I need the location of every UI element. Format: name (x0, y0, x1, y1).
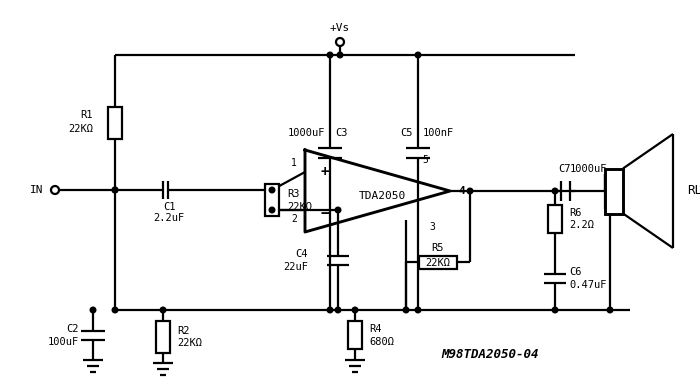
Text: 5: 5 (422, 155, 428, 165)
Text: C7: C7 (558, 164, 570, 174)
Text: IN: IN (29, 185, 43, 195)
Bar (265, 184, 279, 216)
Text: R1: R1 (80, 111, 93, 120)
Text: 2.2Ω: 2.2Ω (569, 221, 594, 231)
Circle shape (403, 307, 409, 313)
Text: 2: 2 (291, 214, 297, 224)
Text: 2.2uF: 2.2uF (153, 213, 185, 223)
Circle shape (415, 307, 421, 313)
Text: M98TDA2050-04: M98TDA2050-04 (441, 349, 539, 361)
Circle shape (552, 188, 558, 194)
Text: 1: 1 (291, 158, 297, 168)
Circle shape (415, 52, 421, 58)
Text: +: + (321, 165, 329, 179)
Text: C2: C2 (66, 324, 79, 334)
Text: 4: 4 (458, 186, 466, 196)
Text: 22KΩ: 22KΩ (426, 258, 451, 268)
Circle shape (90, 307, 96, 313)
Bar (348, 321, 362, 349)
Text: 22KΩ: 22KΩ (287, 202, 312, 212)
Circle shape (112, 187, 118, 193)
Bar (605, 168, 623, 214)
Circle shape (112, 187, 118, 193)
Text: 22KΩ: 22KΩ (68, 123, 93, 134)
Bar (419, 255, 457, 269)
Text: R6: R6 (569, 207, 582, 217)
Text: RL: RL (687, 185, 700, 197)
Text: 0.47uF: 0.47uF (569, 280, 606, 290)
Text: 680Ω: 680Ω (369, 337, 394, 347)
Text: C1: C1 (162, 202, 175, 212)
Bar (108, 106, 122, 139)
Text: R5: R5 (432, 243, 444, 253)
Text: 100uF: 100uF (48, 337, 79, 347)
Text: 1000uF: 1000uF (570, 164, 608, 174)
Text: C5: C5 (400, 127, 413, 137)
Text: 22KΩ: 22KΩ (177, 339, 202, 349)
Circle shape (335, 307, 341, 313)
Text: C3: C3 (335, 127, 347, 137)
Circle shape (160, 307, 166, 313)
Text: 100nF: 100nF (423, 127, 454, 137)
Circle shape (467, 188, 473, 194)
Circle shape (552, 307, 558, 313)
Circle shape (335, 207, 341, 213)
Text: −: − (321, 207, 330, 221)
Circle shape (112, 307, 118, 313)
Text: 3: 3 (429, 222, 435, 232)
Text: R3: R3 (287, 189, 300, 199)
Circle shape (352, 307, 358, 313)
Text: 22uF: 22uF (283, 262, 308, 272)
Text: 1000uF: 1000uF (288, 127, 325, 137)
Text: TDA2050: TDA2050 (359, 191, 406, 201)
Text: R2: R2 (177, 325, 190, 336)
Circle shape (327, 307, 332, 313)
Circle shape (270, 207, 275, 213)
Bar (548, 204, 562, 233)
Circle shape (337, 52, 343, 58)
Text: +Vs: +Vs (330, 23, 350, 33)
Circle shape (607, 307, 612, 313)
Circle shape (270, 187, 275, 193)
Text: R4: R4 (369, 324, 382, 334)
Text: C4: C4 (295, 249, 308, 259)
Bar (156, 320, 170, 353)
Text: C6: C6 (569, 267, 582, 277)
Circle shape (327, 52, 332, 58)
